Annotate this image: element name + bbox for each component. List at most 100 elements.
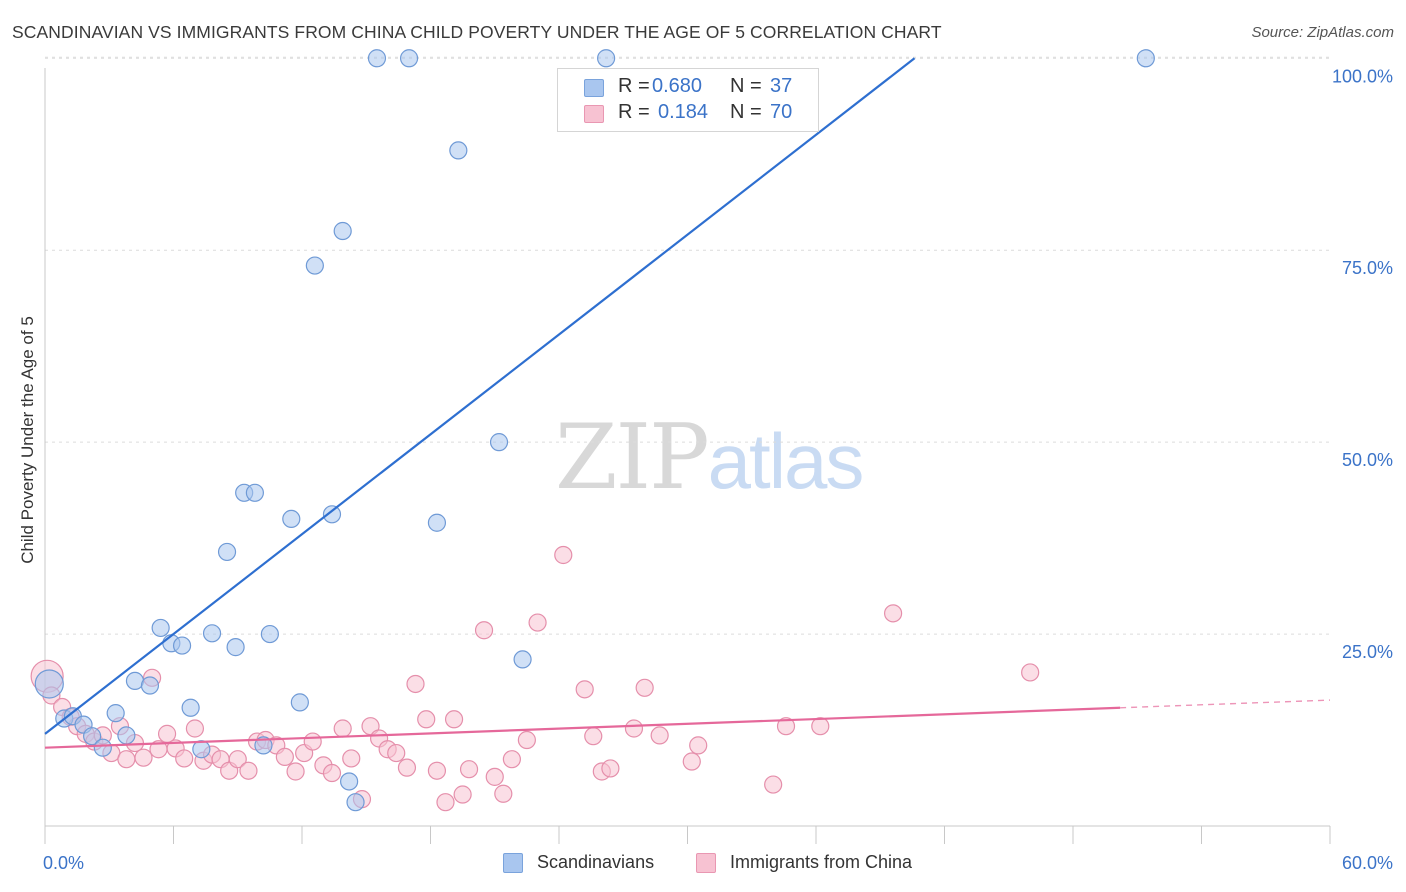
legend-swatch-blue <box>584 79 604 97</box>
source-credit: Source: ZipAtlas.com <box>1251 24 1394 41</box>
data-point-scandinavian <box>1136 49 1155 68</box>
data-point-scandinavian <box>93 738 112 757</box>
data-point-china <box>624 719 644 738</box>
trend-line-china <box>44 706 1121 749</box>
data-point-china <box>228 750 247 769</box>
data-point-china <box>776 717 796 736</box>
x-tick-label-min: 0.0% <box>43 853 84 873</box>
chart-title: SCANDINAVIAN VS IMMIGRANTS FROM CHINA CH… <box>12 22 942 42</box>
data-point-china <box>459 760 479 779</box>
data-point-scandinavian <box>513 650 532 669</box>
legend-n-label: N = <box>730 101 762 123</box>
data-point-china <box>485 767 504 786</box>
data-point-china <box>601 759 620 778</box>
data-point-china <box>117 750 136 769</box>
data-point-scandinavian <box>254 736 273 755</box>
data-point-scandinavian <box>340 772 359 791</box>
legend-swatch-pink <box>584 105 604 123</box>
data-point-scandinavian <box>367 49 387 68</box>
data-point-china <box>811 717 830 736</box>
axes <box>44 68 1331 844</box>
data-point-scandinavian <box>125 671 145 690</box>
data-point-china <box>682 752 701 771</box>
data-point-scandinavian <box>34 669 64 699</box>
data-point-china <box>453 785 472 804</box>
data-point-china <box>444 710 464 729</box>
data-point-scandinavian <box>333 221 352 241</box>
data-point-scandinavian <box>181 698 200 717</box>
x-tick-label-max: 60.0% <box>1342 853 1393 873</box>
data-point-china <box>474 621 494 640</box>
y-axis-title-wrap: Child Poverty Under the Age of 5 <box>16 270 40 610</box>
legend-swatch-blue <box>503 853 523 873</box>
data-point-china <box>303 732 322 751</box>
data-point-scandinavian <box>489 433 509 452</box>
legend-n-value: 70 <box>770 101 793 123</box>
legend-r-value: 0.680 <box>652 75 703 97</box>
data-point-scandinavian <box>172 636 192 655</box>
data-point-china <box>185 719 205 738</box>
data-point-china <box>528 613 547 632</box>
data-point-china <box>650 726 669 745</box>
data-point-china <box>427 761 447 780</box>
data-point-china <box>1021 663 1040 682</box>
data-point-scandinavian <box>202 624 222 643</box>
tick-labels: 100.0% 75.0% 50.0% 25.0% 0.0% 60.0% <box>43 66 1393 873</box>
data-point-china <box>635 678 654 697</box>
scandinavians-points <box>34 49 1155 812</box>
y-tick-label: 50.0% <box>1342 450 1393 470</box>
data-point-china <box>406 674 425 694</box>
data-point-china <box>387 743 406 763</box>
data-point-scandinavian <box>106 704 125 723</box>
data-point-scandinavian <box>282 509 301 529</box>
y-tick-label: 75.0% <box>1342 258 1393 278</box>
legend-n-label: N = <box>730 75 762 97</box>
legend-r-label: R = <box>618 75 650 97</box>
data-point-china <box>134 748 153 767</box>
legend-n-value: 37 <box>770 75 793 97</box>
data-point-scandinavian <box>226 638 245 657</box>
data-point-china <box>494 784 513 803</box>
y-axis-title: Child Poverty Under the Age of 5 <box>18 316 37 564</box>
correlation-legend: R = 0.680 N = 37 R = 0.184 N = 70 <box>557 68 819 132</box>
data-point-scandinavian <box>427 513 447 532</box>
data-point-china <box>175 749 194 768</box>
data-point-scandinavian <box>217 542 237 562</box>
legend-r-label: R = <box>618 101 650 123</box>
data-point-scandinavian <box>151 618 170 638</box>
data-point-china <box>417 710 436 729</box>
data-point-china <box>883 604 903 623</box>
data-point-china <box>689 736 708 755</box>
data-point-china <box>397 758 417 777</box>
data-point-china <box>575 680 594 699</box>
data-point-scandinavian <box>322 505 342 524</box>
legend-swatch-pink <box>696 853 716 873</box>
data-point-china <box>275 747 294 767</box>
data-point-china <box>239 761 258 780</box>
data-point-china <box>342 749 361 768</box>
y-tick-label: 25.0% <box>1342 642 1393 662</box>
data-point-china <box>286 762 305 781</box>
legend-label-china: Immigrants from China <box>730 852 913 872</box>
data-point-china <box>764 775 783 794</box>
trend-extension-china <box>1120 699 1331 709</box>
data-point-scandinavian <box>192 740 211 759</box>
data-point-scandinavian <box>117 726 136 745</box>
data-point-scandinavian <box>83 727 102 746</box>
data-point-scandinavian <box>449 141 468 160</box>
data-point-china <box>436 793 455 812</box>
y-tick-label: 100.0% <box>1332 66 1393 86</box>
data-point-china <box>584 727 603 746</box>
data-point-scandinavian <box>399 49 419 68</box>
data-point-scandinavian <box>290 693 309 712</box>
legend-r-value: 0.184 <box>658 101 709 123</box>
grid-lines <box>45 56 1330 635</box>
data-point-scandinavian <box>346 793 365 812</box>
legend-label-scandinavians: Scandinavians <box>537 852 655 872</box>
data-point-scandinavian <box>260 624 279 644</box>
data-point-china <box>554 545 573 565</box>
data-point-scandinavian <box>140 676 160 695</box>
data-point-china <box>517 730 536 750</box>
immigrants-from-china-points <box>30 545 1040 812</box>
